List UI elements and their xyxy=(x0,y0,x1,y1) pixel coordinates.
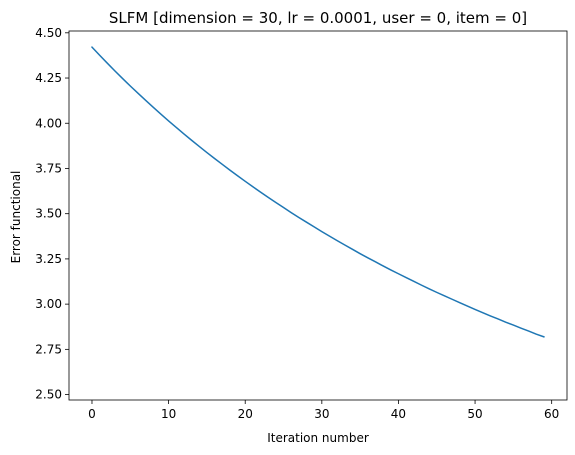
chart-title: SLFM [dimension = 30, lr = 0.0001, user … xyxy=(109,9,527,27)
axes-frame xyxy=(68,30,568,401)
y-tick-label: 3.75 xyxy=(35,161,62,175)
x-tick-label: 50 xyxy=(467,407,482,421)
y-tick-label: 4.25 xyxy=(35,71,62,85)
y-axis-label: Error functional xyxy=(9,171,23,264)
y-tick-label: 3.00 xyxy=(35,297,62,311)
x-tick-label: 60 xyxy=(544,407,559,421)
y-tick-label: 3.25 xyxy=(35,252,62,266)
series-line-0 xyxy=(91,46,545,338)
x-tick-label: 10 xyxy=(161,407,176,421)
x-tick-label: 20 xyxy=(238,407,253,421)
y-tick-label: 2.75 xyxy=(35,342,62,356)
y-tick-label: 3.50 xyxy=(35,207,62,221)
x-tick-label: 40 xyxy=(391,407,406,421)
x-axis-label: Iteration number xyxy=(267,431,369,445)
y-tick-label: 4.00 xyxy=(35,116,62,130)
y-axis-ticks: 2.50 2.75 3.00 3.25 3.50 3.75 4.00 4.25 4.50 xyxy=(35,26,69,402)
x-tick-label: 0 xyxy=(88,407,96,421)
x-axis-ticks: 0 10 20 30 40 50 60 xyxy=(88,400,559,421)
x-tick-label: 30 xyxy=(314,407,329,421)
plot-area xyxy=(68,30,568,401)
y-tick-label: 4.50 xyxy=(35,26,62,40)
y-tick-label: 2.50 xyxy=(35,388,62,402)
